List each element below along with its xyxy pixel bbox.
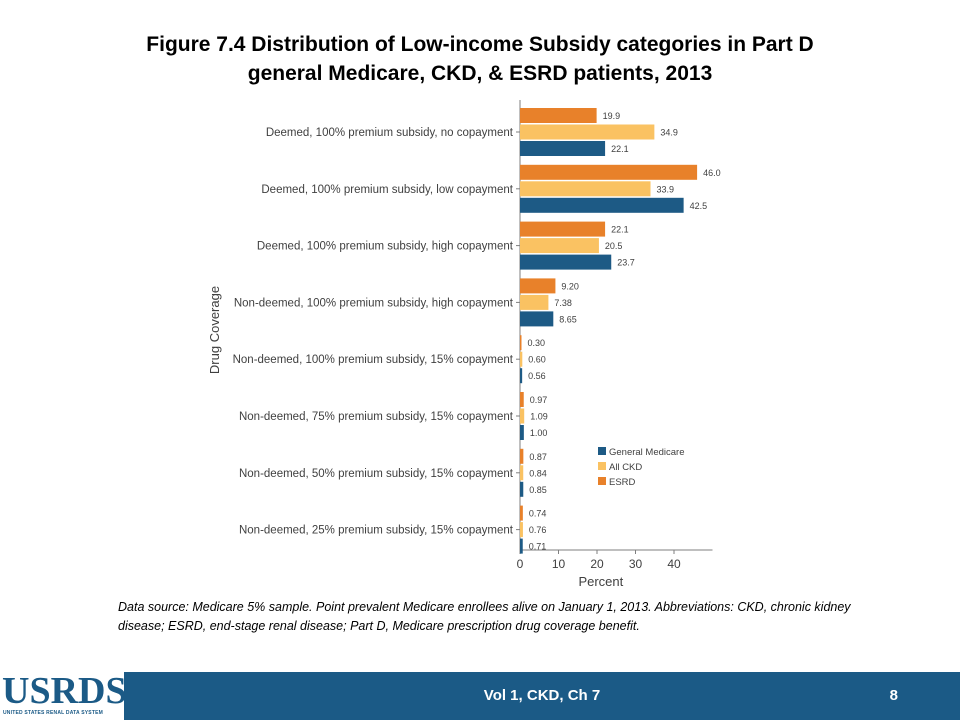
data-label-all-ckd: 20.5 [605,241,623,251]
bar-general-medicare [520,197,684,213]
chart-title-line-2: general Medicare, CKD, & ESRD patients, … [247,62,713,85]
category-label: Deemed, 100% premium subsidy, low copaym… [261,184,513,196]
data-label-all-ckd: 0.76 [529,525,547,535]
legend-swatch-general-medicare [598,447,606,455]
category-label: Non-deemed, 25% premium subsidy, 15% cop… [239,525,514,537]
bar-all-ckd [520,124,655,140]
x-tick-label: 0 [517,557,524,571]
bar-all-ckd [520,522,523,538]
footer-bar: Vol 1, CKD, Ch 7 8 [124,672,960,720]
data-label-general-medicare: 1.00 [530,428,548,438]
data-label-general-medicare: 0.56 [528,371,546,381]
logo-subtitle: UNITED STATES RENAL DATA SYSTEM [3,710,103,716]
data-label-esrd: 0.74 [529,509,547,519]
bar-all-ckd [520,351,523,367]
bar-all-ckd [520,465,524,481]
legend-swatch-all-ckd [598,462,606,470]
bar-esrd [520,448,524,464]
data-source-note: Data source: Medicare 5% sample. Point p… [118,600,851,633]
data-label-esrd: 46.0 [703,168,721,178]
x-tick-label: 30 [629,557,643,571]
chart-title: Figure 7.4 Distribution of Low-income Su… [120,30,840,88]
bar-esrd [520,221,606,237]
bar-esrd [520,335,522,351]
x-tick-label: 10 [552,557,566,571]
data-label-all-ckd: 0.60 [528,355,546,365]
category-label: Non-deemed, 100% premium subsidy, 15% co… [233,354,514,366]
data-label-general-medicare: 23.7 [617,258,635,268]
bar-esrd [520,108,597,123]
bar-esrd [520,164,698,180]
data-label-general-medicare: 0.71 [529,542,547,552]
legend-label-esrd: ESRD [609,477,636,488]
bar-general-medicare [520,141,606,156]
bar-all-ckd [520,181,651,197]
y-axis-label: Drug Coverage [207,286,222,374]
data-label-esrd: 22.1 [611,225,629,235]
legend-label-general-medicare: General Medicare [609,447,685,458]
data-label-all-ckd: 1.09 [530,412,548,422]
chart-title-line-1: Figure 7.4 Distribution of Low-income Su… [146,33,814,56]
bar-all-ckd [520,238,599,254]
category-label: Non-deemed, 100% premium subsidy, high c… [234,297,514,309]
category-label: Non-deemed, 50% premium subsidy, 15% cop… [239,468,514,480]
x-axis-label: Percent [578,574,623,589]
category-label: Deemed, 100% premium subsidy, high copay… [257,241,514,253]
data-label-esrd: 19.9 [603,111,621,121]
data-label-esrd: 0.30 [528,338,546,348]
data-label-all-ckd: 34.9 [660,128,678,138]
data-label-all-ckd: 33.9 [657,184,675,194]
bar-general-medicare [520,368,523,384]
data-label-esrd: 9.20 [561,281,579,291]
data-label-esrd: 0.97 [530,395,548,405]
bar-general-medicare [520,425,524,440]
page-number: 8 [889,687,898,704]
logo-wordmark: USRDS [2,670,127,712]
bar-general-medicare [520,311,554,327]
x-tick-label: 40 [667,557,681,571]
data-label-general-medicare: 42.5 [690,201,708,211]
x-tick-label: 20 [590,557,604,571]
data-label-general-medicare: 0.85 [529,485,547,495]
bar-general-medicare [520,538,523,554]
data-label-general-medicare: 8.65 [559,314,577,324]
data-label-all-ckd: 7.38 [554,298,572,308]
legend-swatch-esrd [598,477,606,485]
data-label-esrd: 0.87 [529,452,547,462]
usrds-logo: USRDS UNITED STATES RENAL DATA SYSTEM [0,670,127,720]
bar-esrd [520,278,556,294]
bar-all-ckd [520,408,525,424]
bar-general-medicare [520,254,612,270]
footer-section-label: Vol 1, CKD, Ch 7 [483,687,601,704]
category-label: Deemed, 100% premium subsidy, no copayme… [266,127,514,139]
bar-esrd [520,505,523,521]
category-label: Non-deemed, 75% premium subsidy, 15% cop… [239,411,514,423]
legend-label-all-ckd: All CKD [609,462,642,473]
bar-all-ckd [520,294,549,310]
bar-chart: 0 10 20 30 40 Percent Drug Coverage Deemed, 100… [207,100,721,589]
bar-general-medicare [520,481,524,497]
data-label-all-ckd: 0.84 [529,468,547,478]
data-label-general-medicare: 22.1 [611,144,629,154]
bar-esrd [520,392,524,407]
